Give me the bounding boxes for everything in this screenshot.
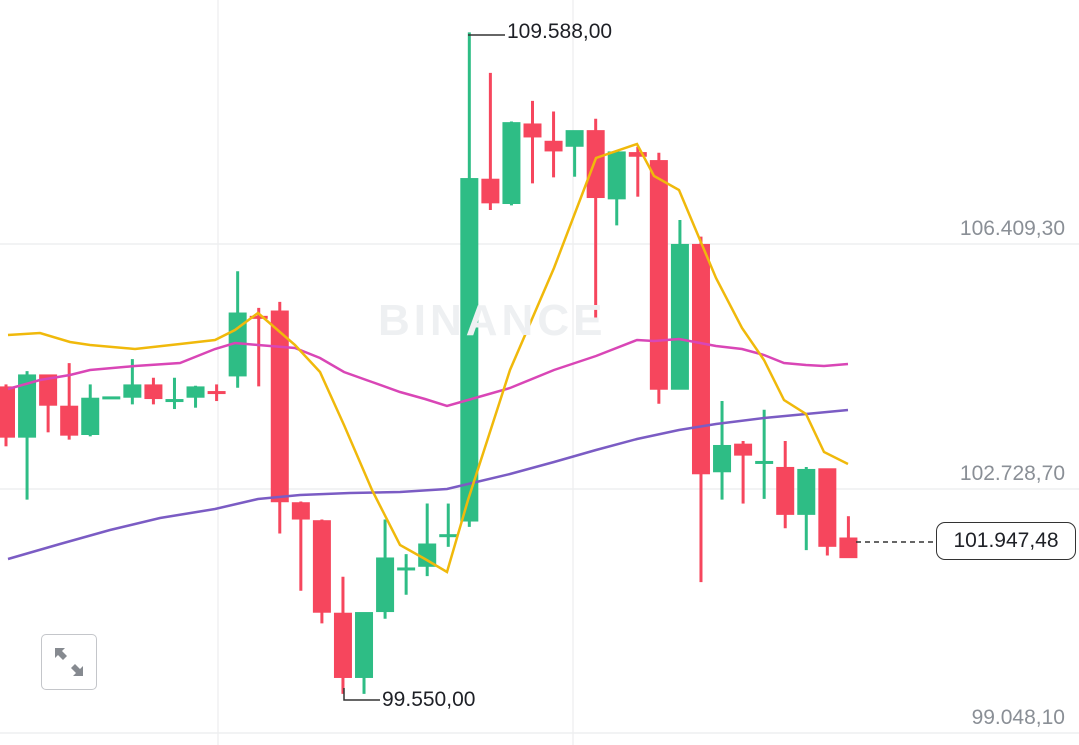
candle	[270, 310, 289, 503]
candles	[0, 32, 858, 694]
candle	[312, 520, 331, 613]
y-axis-tick: 102.728,70	[959, 462, 1065, 485]
candle	[81, 397, 100, 435]
candle	[18, 374, 37, 438]
candle	[165, 399, 184, 403]
expand-icon	[55, 648, 83, 676]
candle	[628, 152, 647, 157]
y-axis-tick: 99.048,10	[971, 706, 1065, 729]
candle	[670, 243, 689, 390]
candle	[839, 537, 858, 559]
candle	[691, 243, 710, 475]
expand-button[interactable]	[41, 634, 97, 690]
last-price-tag: 101.947,48	[936, 522, 1076, 560]
candle	[481, 178, 500, 204]
candle	[755, 460, 774, 464]
candle	[376, 557, 395, 613]
candle	[776, 466, 795, 515]
ma-long-line	[7, 408, 849, 561]
candle	[544, 140, 563, 152]
candle	[418, 543, 437, 567]
candle	[291, 502, 310, 520]
candle	[144, 384, 163, 400]
ma-short-line	[7, 142, 849, 574]
candle	[734, 443, 753, 456]
candle	[207, 391, 226, 395]
moving-averages	[7, 142, 849, 574]
candle	[607, 151, 626, 200]
candle	[818, 468, 837, 547]
candle	[649, 160, 668, 390]
candle	[523, 123, 542, 138]
candle	[565, 130, 584, 147]
candle	[102, 396, 121, 400]
candle	[39, 374, 58, 406]
candle	[713, 444, 732, 473]
binance-watermark: BINANCE	[378, 296, 607, 345]
candle	[797, 468, 816, 515]
ma-mid-line	[7, 337, 849, 408]
candle	[586, 130, 605, 199]
markers	[343, 34, 936, 701]
candle	[439, 534, 458, 538]
candle	[502, 122, 521, 205]
candle	[0, 386, 15, 438]
high-price-label: 109.588,00	[507, 20, 613, 43]
candle	[186, 386, 205, 398]
candle	[123, 384, 142, 398]
candle	[397, 567, 416, 571]
candle	[249, 315, 268, 319]
candle	[355, 612, 374, 678]
candle	[460, 178, 479, 522]
low-price-label: 99.550,00	[382, 688, 476, 711]
candle	[333, 612, 352, 678]
candle	[60, 405, 79, 436]
y-axis-tick: 106.409,30	[959, 217, 1065, 240]
